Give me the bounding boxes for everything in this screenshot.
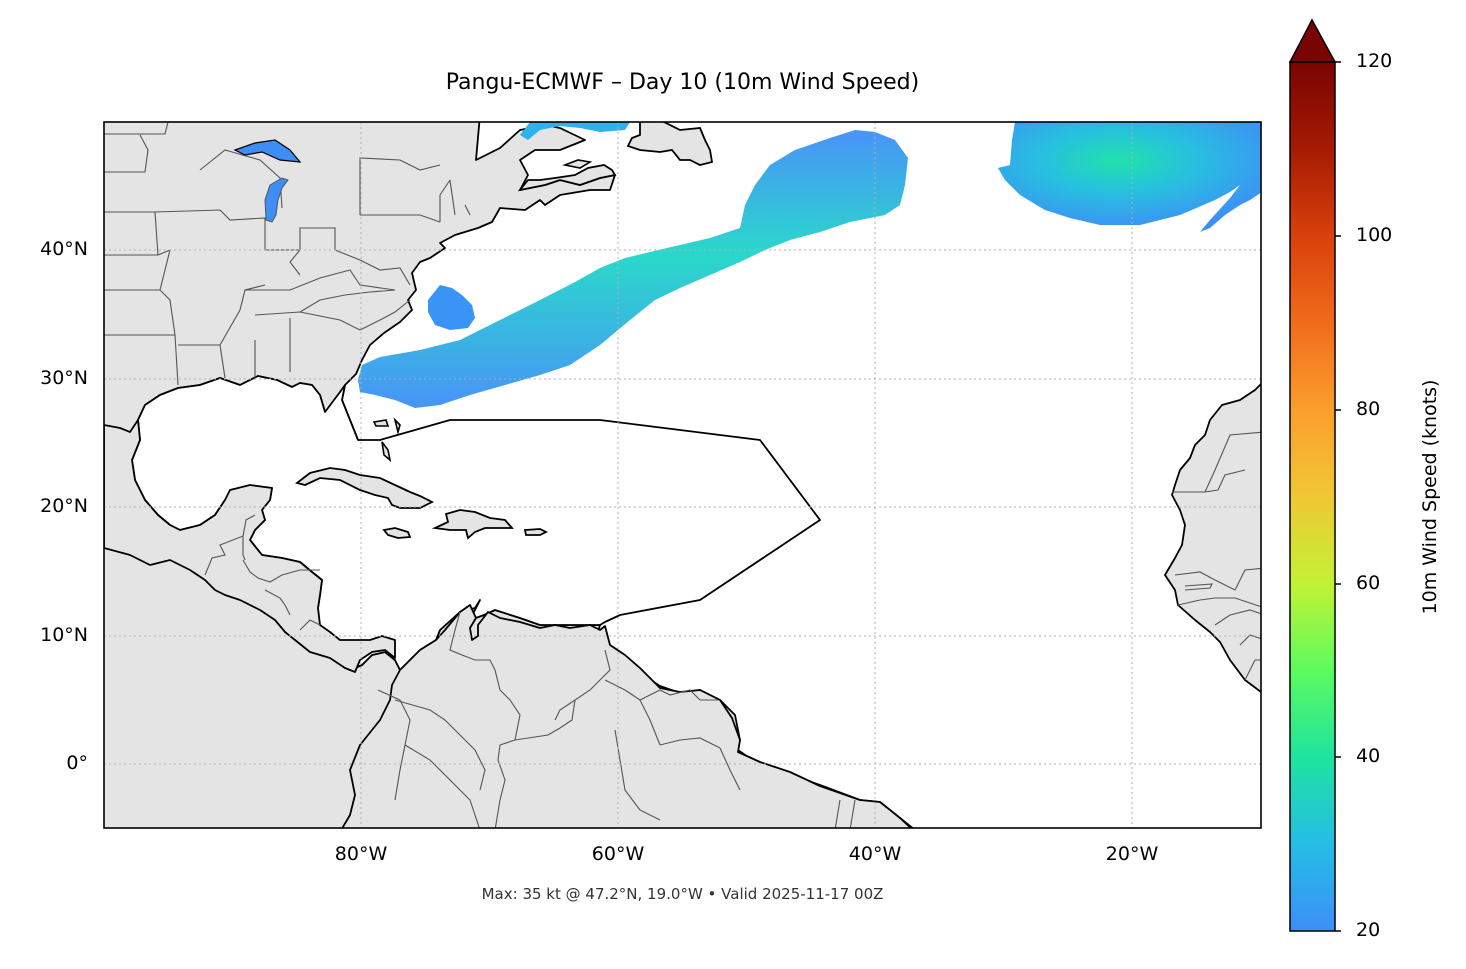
- max-wind-caption: Max: 35 kt @ 47.2°N, 19.0°W • Valid 2025…: [481, 885, 884, 903]
- colorbar-tick-20: 20: [1356, 919, 1381, 941]
- wind-blob-offshore: [428, 285, 475, 330]
- puerto-rico-island: [523, 528, 549, 536]
- colorbar-tick-120: 120: [1356, 50, 1393, 72]
- hispaniola-island: [431, 509, 514, 540]
- x-tick-40w: 40°W: [848, 843, 902, 865]
- gulf-st-lawrence-wind: [520, 122, 630, 140]
- colorbar-tick-80: 80: [1356, 398, 1381, 420]
- central-america-land: [104, 419, 396, 673]
- colorbar: [1288, 18, 1341, 932]
- pei-island: [562, 159, 593, 169]
- y-tick-0: 0°: [66, 752, 88, 774]
- colorbar-extend-arrow: [1288, 18, 1337, 63]
- wind-region-ne-atlantic: [998, 122, 1261, 232]
- bahamas-islands: [372, 417, 401, 463]
- x-tick-80w: 80°W: [334, 843, 388, 865]
- lake-michigan: [264, 177, 289, 223]
- lake-superior: [233, 139, 302, 163]
- figure-title: Pangu-ECMWF – Day 10 (10m Wind Speed): [445, 70, 920, 95]
- map-frame: [103, 121, 1262, 829]
- jamaica-island: [382, 527, 412, 539]
- colorbar-tick-40: 40: [1356, 745, 1381, 767]
- y-tick-20n: 20°N: [40, 495, 88, 517]
- wind-band-frontal: [358, 130, 908, 408]
- africa-land: [1164, 382, 1261, 694]
- y-tick-10n: 10°N: [40, 624, 88, 646]
- cuba-island: [294, 467, 435, 509]
- x-tick-60w: 60°W: [591, 843, 645, 865]
- y-tick-30n: 30°N: [40, 367, 88, 389]
- colorbar-label: 10m Wind Speed (knots): [1419, 379, 1441, 615]
- newfoundland-island: [626, 122, 714, 166]
- nova-scotia: [517, 164, 617, 192]
- colorbar-tick-60: 60: [1356, 572, 1381, 594]
- x-tick-20w: 20°W: [1105, 843, 1159, 865]
- colorbar-tick-100: 100: [1356, 224, 1393, 246]
- y-tick-40n: 40°N: [40, 238, 88, 260]
